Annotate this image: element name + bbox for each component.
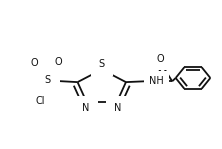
Text: NH: NH [149,76,164,86]
Text: O: O [157,54,165,64]
Text: O: O [31,58,39,68]
Text: N: N [114,103,121,113]
Text: O: O [54,57,62,67]
Text: Cl: Cl [36,96,45,106]
Text: S: S [99,59,105,69]
Text: S: S [44,75,51,86]
Text: N: N [82,103,90,113]
